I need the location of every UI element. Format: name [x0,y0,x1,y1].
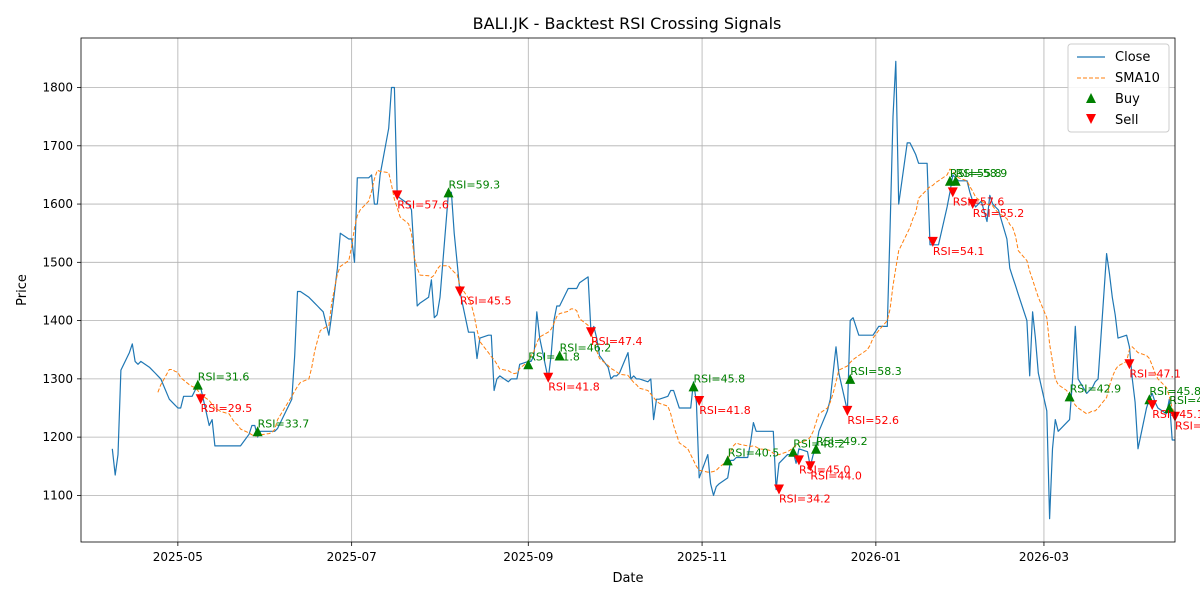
buy-signal-label: RSI=47.4 [1169,394,1200,407]
y-tick-label: 1600 [42,197,73,211]
legend-sma-label: SMA10 [1115,71,1160,86]
buy-signal-marker [443,187,454,198]
sell-signal-label: RSI=44.0 [810,469,862,482]
sell-signal-label: RSI=45.5 [460,294,512,307]
buy-signal-label: RSI=58.3 [850,365,902,378]
buy-signal-label: RSI=33.7 [258,417,310,430]
sma10-line [157,168,1176,473]
legend-buy-label: Buy [1115,92,1140,107]
sell-signal-label: RSI=41.8 [548,381,600,394]
sell-signal-marker [773,484,784,495]
sell-signal-marker [947,187,958,198]
sell-signal-marker [793,455,804,466]
buy-signal-label: RSI=41.8 [528,350,580,363]
x-tick-label: 2025-09 [503,550,553,564]
buy-signal-marker [252,426,263,437]
buy-signal-label: RSI=55.8 [950,167,1002,180]
sell-signal-marker [842,405,853,416]
close-price-line [111,60,1175,520]
x-tick-label: 2025-05 [153,550,203,564]
x-axis-label: Date [612,571,643,586]
sell-signal-marker [543,372,554,383]
sell-signal-marker [585,327,596,338]
sell-signal-marker [1124,359,1135,370]
buy-signal-label: RSI=48.2 [793,438,845,451]
x-tick-label: 2025-07 [327,550,377,564]
signal-markers: RSI=31.6RSI=33.7RSI=59.3RSI=41.8RSI=46.2… [192,167,1200,506]
sell-signal-marker [454,286,465,297]
x-axis: 2025-05 2025-07 2025-09 2025-11 2026-01 2026-… [153,542,1069,564]
y-tick-label: 1200 [42,430,73,444]
grid [81,38,1175,542]
x-tick-label: 2025-11 [677,550,727,564]
y-tick-label: 1100 [42,488,73,502]
buy-signal-marker [192,379,203,390]
y-tick-label: 1400 [42,314,73,328]
y-tick-label: 1500 [42,255,73,269]
sell-signal-marker [927,236,938,247]
legend-close-label: Close [1115,50,1150,65]
sell-signal-label: RSI=29.5 [201,402,253,415]
legend-sell-label: Sell [1115,113,1138,128]
sell-signal-label: RSI=52.6 [847,414,899,427]
sell-signal-marker [195,394,206,405]
buy-signal-marker [845,373,856,384]
buy-signal-label: RSI=45.8 [694,372,746,385]
buy-signal-marker [950,175,961,186]
legend-buy-icon [1086,93,1096,103]
buy-signal-label: RSI=40.5 [728,446,780,459]
sell-signal-label: RSI=47.4 [591,335,643,348]
y-tick-label: 1800 [42,81,73,95]
buy-signal-marker [788,446,799,457]
sell-signal-label: RSI=45.6 [1175,420,1200,433]
sell-signal-label: RSI=57.6 [397,198,449,211]
sell-signal-label: RSI=55.2 [973,207,1025,220]
sell-signal-marker [1147,400,1158,411]
y-axis-label: Price [15,274,30,306]
buy-signal-marker [554,350,565,361]
series-lines [111,60,1176,520]
buy-signal-label: RSI=46.2 [560,342,612,355]
sell-signal-marker [805,461,816,472]
legend: Close SMA10 Buy Sell [1067,43,1170,133]
sell-signal-label: RSI=47.1 [1129,367,1181,380]
sell-signal-marker [392,190,403,201]
plot-frame [80,37,1176,543]
legend-sell-icon [1086,114,1096,124]
buy-signal-marker [688,381,699,392]
sell-signal-marker [967,199,978,210]
x-tick-label: 2026-01 [851,550,901,564]
sell-signal-label: RSI=57.6 [953,195,1005,208]
sell-signal-label: RSI=54.1 [933,245,985,258]
y-tick-label: 1300 [42,372,73,386]
buy-signal-label: RSI=31.6 [198,371,250,384]
buy-signal-marker [1064,391,1075,402]
legend-box [1067,43,1170,133]
buy-signal-label: RSI=49.2 [816,435,868,448]
buy-signal-marker [722,455,733,466]
buy-signal-label: RSI=58.9 [956,167,1008,180]
buy-signal-marker [811,443,822,454]
buy-signal-marker [1164,402,1175,413]
buy-signal-label: RSI=59.3 [449,178,501,191]
y-axis: 1100 1200 1300 1400 1500 1600 1700 1800 [42,81,81,502]
sell-signal-label: RSI=34.2 [779,493,831,506]
y-tick-label: 1700 [42,139,73,153]
sell-signal-label: RSI=41.8 [699,404,751,417]
buy-signal-label: RSI=42.9 [1070,382,1122,395]
chart-title: BALI.JK - Backtest RSI Crossing Signals [473,14,782,33]
buy-signal-marker [523,359,534,370]
sell-signal-marker [694,395,705,406]
x-tick-label: 2026-03 [1019,550,1069,564]
